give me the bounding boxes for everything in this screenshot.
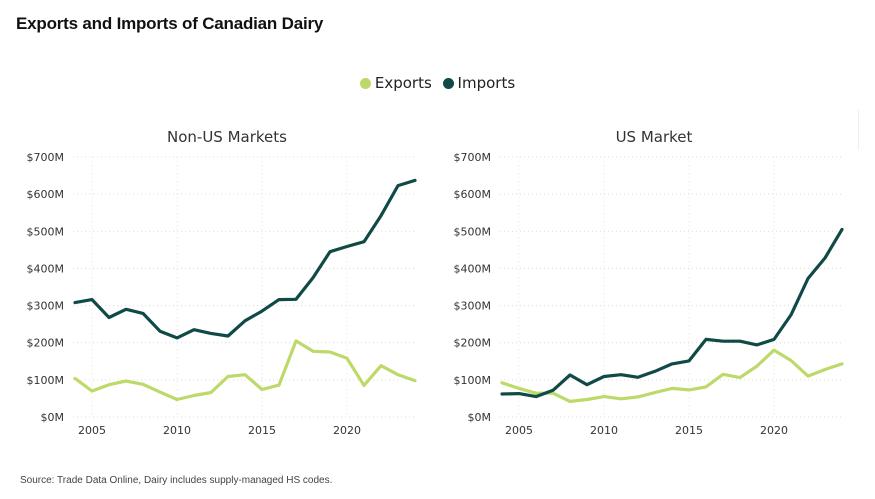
series-line-us-imports [500, 227, 844, 399]
y-tick-label-non-us: $500M [27, 225, 65, 238]
y-tick-label-non-us: $600M [27, 188, 65, 201]
x-tick-label-non-us: 2010 [163, 424, 191, 437]
x-tick-label-non-us: 2020 [333, 424, 361, 437]
legend-label-exports: Exports [374, 74, 432, 92]
y-tick-label-non-us: $300M [27, 300, 65, 313]
x-tick-label-non-us: 2005 [78, 424, 106, 437]
legend-label-imports: Imports [457, 74, 516, 92]
y-tick-label-us: $600M [454, 188, 492, 201]
source-note: Source: Trade Data Online, Dairy include… [20, 475, 333, 486]
chart-title: Exports and Imports of Canadian Dairy [16, 14, 324, 33]
y-tick-label-us: $400M [454, 262, 492, 275]
y-tick-label-non-us: $200M [27, 337, 65, 350]
panel-title-non-us: Non-US Markets [167, 128, 287, 146]
x-tick-label-non-us: 2015 [248, 424, 276, 437]
series-line-non-us-exports [73, 339, 417, 402]
y-tick-label-non-us: $0M [41, 411, 65, 424]
y-tick-label-us: $0M [468, 411, 492, 424]
legend-item-imports[interactable]: Imports [442, 74, 516, 92]
x-tick-label-us: 2010 [590, 424, 618, 437]
y-tick-label-us: $200M [454, 337, 492, 350]
y-tick-label-us: $100M [454, 374, 492, 387]
y-tick-label-non-us: $400M [27, 262, 65, 275]
series-line-us-exports [500, 348, 844, 403]
series-line-non-us-imports [73, 178, 417, 340]
legend-marker-exports [359, 77, 371, 89]
y-tick-label-us: $700M [454, 151, 492, 164]
legend-item-exports[interactable]: Exports [359, 74, 432, 92]
y-tick-label-us: $300M [454, 300, 492, 313]
legend-marker-imports [442, 77, 454, 89]
y-tick-label-non-us: $700M [27, 151, 65, 164]
divider [858, 110, 859, 150]
x-tick-label-us: 2005 [505, 424, 533, 437]
x-tick-label-us: 2015 [675, 424, 703, 437]
panel-title-us: US Market [616, 128, 693, 146]
y-tick-label-us: $500M [454, 225, 492, 238]
y-tick-label-non-us: $100M [27, 374, 65, 387]
x-tick-label-us: 2020 [760, 424, 788, 437]
legend: Exports Imports [0, 74, 875, 93]
